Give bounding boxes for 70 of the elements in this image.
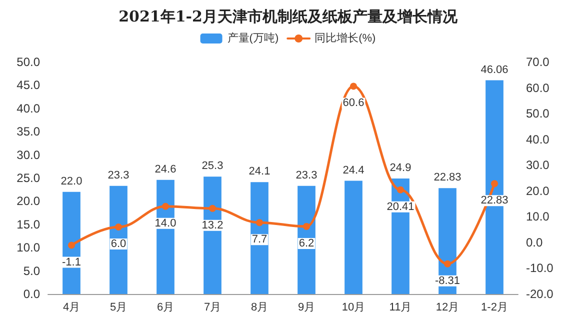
point bbox=[350, 82, 357, 90]
point bbox=[68, 242, 75, 249]
bar bbox=[250, 182, 268, 294]
y2-tick-label: 30.0 bbox=[526, 158, 550, 172]
x-tick-label: 8月 bbox=[250, 302, 268, 314]
point bbox=[491, 180, 498, 188]
data-label: -8.31 bbox=[434, 274, 460, 287]
point bbox=[397, 186, 404, 194]
y2-tick-label: 20.0 bbox=[526, 184, 550, 198]
point bbox=[444, 260, 451, 268]
data-label: 23.3 bbox=[108, 169, 130, 182]
y-tick-label: 0.0 bbox=[23, 287, 40, 301]
bar bbox=[62, 192, 80, 294]
y2-tick-label: -10.0 bbox=[526, 261, 554, 276]
data-label: 14.0 bbox=[154, 217, 176, 230]
bar bbox=[204, 176, 222, 294]
data-label: 24.6 bbox=[154, 163, 176, 176]
point bbox=[209, 204, 216, 212]
y2-tick-label: 70.0 bbox=[526, 55, 550, 69]
y-tick-label: 15.0 bbox=[16, 217, 40, 232]
x-tick-label: 4月 bbox=[62, 302, 80, 314]
y2-tick-label: -20.0 bbox=[526, 287, 554, 301]
data-label: 25.3 bbox=[202, 160, 224, 172]
chart-title: 2021年1-2月天津市机制纸及纸板产量及增长情况 bbox=[118, 8, 458, 26]
data-label: 22.83 bbox=[480, 194, 508, 207]
data-label: 24.1 bbox=[248, 166, 270, 178]
point bbox=[162, 202, 169, 210]
y2-tick-label: 10.0 bbox=[526, 210, 550, 224]
x-tick-label: 5月 bbox=[110, 302, 128, 314]
data-label: 46.06 bbox=[480, 64, 508, 76]
x-tick-label: 10月 bbox=[342, 302, 366, 314]
point bbox=[256, 219, 263, 226]
y-tick-label: 10.0 bbox=[16, 240, 40, 255]
x-tick-label: 12月 bbox=[436, 302, 460, 314]
data-label: -1.1 bbox=[62, 256, 81, 268]
x-tick-label: 1-2月 bbox=[481, 302, 508, 314]
data-label: 7.7 bbox=[252, 234, 268, 246]
data-label: 6.2 bbox=[298, 237, 314, 250]
x-tick-label: 7月 bbox=[204, 302, 222, 314]
data-label: 24.9 bbox=[390, 162, 412, 174]
y2-tick-label: 50.0 bbox=[526, 106, 550, 121]
y2-tick-label: 40.0 bbox=[526, 132, 550, 146]
legend-label: 同比增长(%) bbox=[314, 32, 376, 44]
bar bbox=[344, 180, 362, 294]
y-tick-label: 40.0 bbox=[16, 101, 40, 116]
legend-label: 产量(万吨) bbox=[227, 32, 279, 44]
y2-tick-label: 0.0 bbox=[526, 235, 544, 250]
data-label: 22.83 bbox=[434, 172, 462, 184]
y-tick-label: 5.0 bbox=[23, 264, 40, 278]
x-tick-label: 9月 bbox=[298, 302, 316, 314]
point bbox=[303, 222, 310, 230]
point bbox=[115, 223, 122, 230]
y-tick-label: 20.0 bbox=[16, 194, 40, 208]
y2-tick-label: 60.0 bbox=[526, 80, 550, 95]
x-tick-label: 11月 bbox=[389, 302, 412, 314]
data-label: 22.0 bbox=[60, 175, 82, 188]
x-tick-label: 6月 bbox=[156, 302, 174, 314]
data-label: 23.3 bbox=[296, 169, 318, 182]
bar bbox=[110, 186, 128, 294]
data-label: 13.2 bbox=[202, 219, 224, 232]
y-tick-label: 35.0 bbox=[16, 124, 40, 139]
data-label: 20.41 bbox=[386, 200, 414, 213]
bar bbox=[298, 186, 316, 294]
y-tick-label: 45.0 bbox=[16, 78, 40, 92]
y-tick-label: 25.0 bbox=[16, 171, 40, 185]
y-tick-label: 30.0 bbox=[16, 148, 40, 162]
data-label: 60.6 bbox=[342, 97, 364, 110]
y-tick-label: 50.0 bbox=[16, 55, 40, 69]
data-label: 24.4 bbox=[342, 164, 364, 176]
data-label: 6.0 bbox=[110, 238, 126, 250]
